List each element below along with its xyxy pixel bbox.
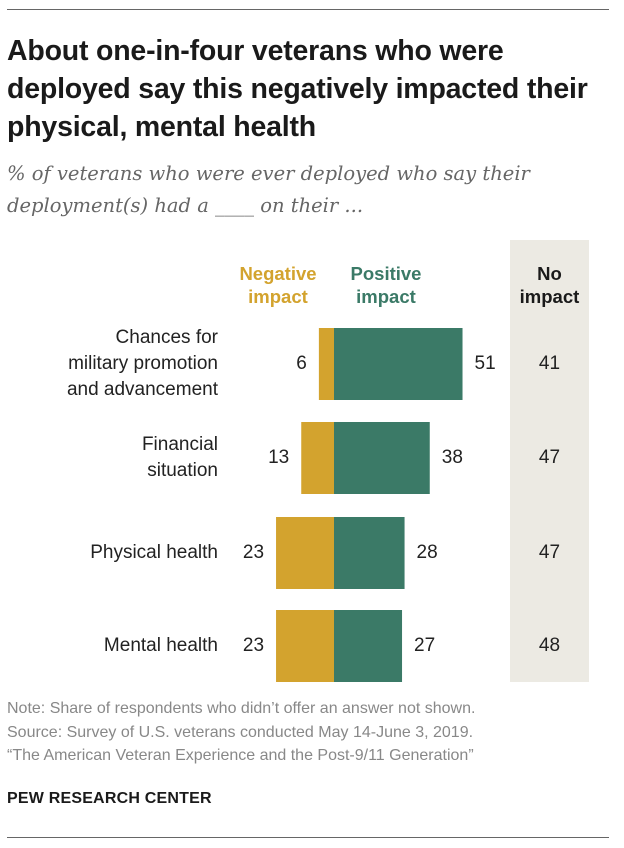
legend-negative-impact: Negative impact — [222, 262, 334, 308]
category-label-physical-health: Physical health — [90, 540, 218, 566]
subtitle-line-2: deployment(s) had a ____ on their ... — [7, 194, 364, 217]
value-label-no-impact-mental-health: 48 — [538, 635, 561, 656]
bar-negative-financial-situation — [301, 422, 334, 494]
value-label-negative-mental-health: 23 — [242, 635, 265, 656]
value-label-no-impact-financial-situation: 47 — [538, 447, 561, 468]
legend-negative-line-1: Negative — [239, 263, 317, 284]
chart-title: About one-in-four veterans who were depl… — [7, 35, 588, 143]
chart-notes: Note: Share of respondents who didn’t of… — [7, 697, 617, 768]
value-label-positive-physical-health: 28 — [416, 542, 438, 563]
value-label-positive-financial-situation: 38 — [441, 447, 463, 468]
bottom-rule — [7, 837, 609, 838]
no-impact-header-line-2: impact — [519, 286, 580, 307]
legend-positive-line-1: Positive — [350, 263, 422, 284]
value-label-negative-financial-situation: 13 — [268, 447, 290, 468]
note-line: Note: Share of respondents who didn’t of… — [7, 700, 476, 717]
source-line: Source: Survey of U.S. veterans conducte… — [7, 723, 474, 741]
category-label-line: Mental health — [103, 635, 218, 656]
category-label-line: and advancement — [66, 379, 218, 400]
legend-positive-impact: Positive impact — [334, 262, 438, 308]
chart-subtitle: % of veterans who were ever deployed who… — [7, 158, 607, 222]
category-label-chances-for-military-promotion-and-advancement: Chances for military promotion and advance… — [67, 325, 218, 403]
value-label-positive-mental-health: 27 — [414, 635, 436, 656]
report-title-line: “The American Veteran Experience and the… — [7, 747, 474, 764]
subtitle-line-1: % of veterans who were ever deployed who… — [7, 162, 530, 185]
bar-negative-physical-health — [276, 517, 334, 589]
no-impact-column-band — [510, 240, 589, 682]
legend-positive-line-2: impact — [356, 286, 416, 307]
bar-negative-mental-health — [276, 610, 334, 682]
bar-positive-chances-for-military-promotion-and-advancement — [334, 328, 463, 400]
category-label-line: Chances for — [115, 327, 218, 348]
legend-negative-line-2: impact — [248, 286, 308, 307]
pew-research-center-logo: PEW RESEARCH CENTER — [7, 790, 212, 807]
value-label-positive-chances-for-military-promotion-and-advancement: 51 — [474, 353, 496, 374]
category-label-mental-health: Mental health — [104, 633, 218, 659]
bar-negative-chances-for-military-promotion-and-advancement — [318, 328, 334, 400]
category-label-line: situation — [147, 460, 218, 481]
value-label-no-impact-chances-for-military-promotion-and-advancement: 41 — [538, 353, 561, 374]
category-label-line: Financial — [141, 434, 218, 455]
column-header-no-impact: No impact — [510, 262, 589, 308]
category-label-financial-situation: Financial situation — [142, 432, 218, 484]
no-impact-header-line-1: No — [537, 263, 562, 284]
bar-positive-mental-health — [334, 610, 403, 682]
category-label-line: military promotion — [68, 353, 218, 374]
bar-positive-physical-health — [334, 517, 405, 589]
category-label-line: Physical health — [90, 542, 218, 563]
value-label-negative-physical-health: 23 — [242, 542, 265, 563]
value-label-no-impact-physical-health: 47 — [538, 542, 561, 563]
value-label-negative-chances-for-military-promotion-and-advancement: 6 — [296, 353, 307, 374]
top-rule — [7, 9, 609, 10]
bar-positive-financial-situation — [334, 422, 430, 494]
